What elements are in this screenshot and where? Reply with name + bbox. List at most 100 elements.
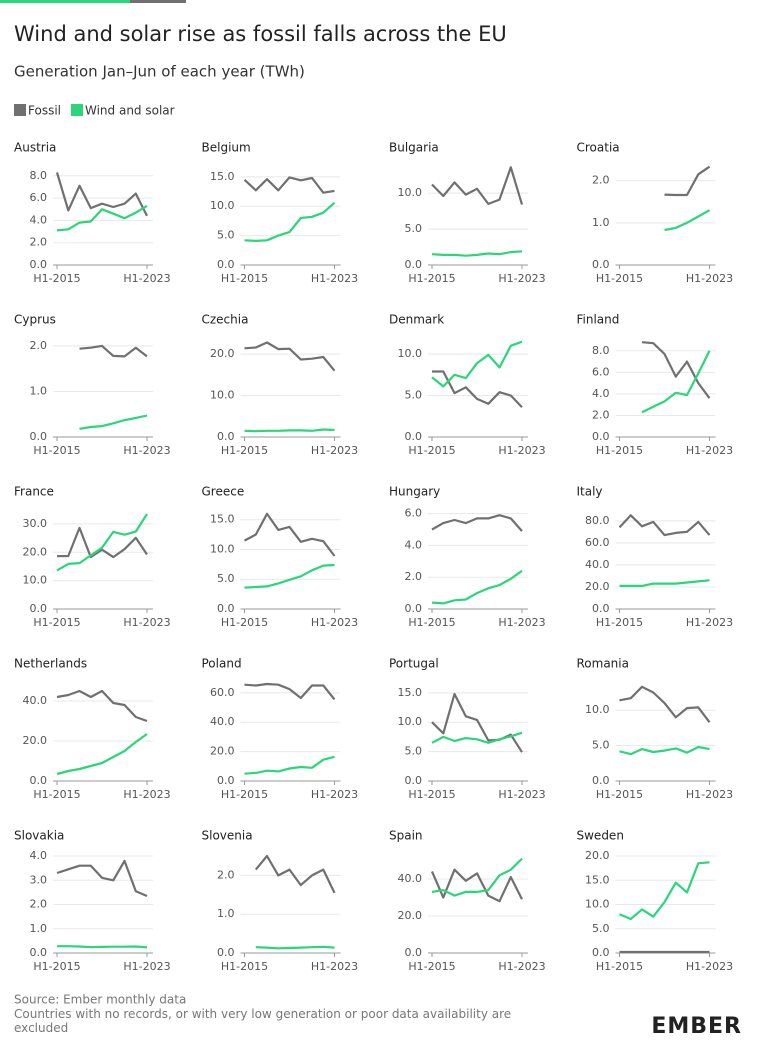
- series-line: [244, 428, 335, 433]
- top-bar: [0, 0, 130, 3]
- y-tick-label: 5.0: [217, 572, 235, 585]
- series-line: [664, 209, 711, 232]
- panel-title: Austria: [14, 141, 56, 155]
- series-line: [619, 579, 710, 587]
- series-line: [56, 204, 148, 232]
- series-line: [430, 868, 523, 903]
- y-tick-label: 0.0: [217, 430, 235, 443]
- y-tick-label: 2.0: [30, 236, 48, 249]
- y-tick-label: 20.0: [210, 347, 235, 360]
- y-tick-label: 5.0: [592, 922, 610, 935]
- panel-title: Slovenia: [202, 829, 253, 843]
- y-tick-label: 2.0: [592, 408, 610, 421]
- series-line: [431, 569, 523, 605]
- x-tick-label: H1-2023: [498, 788, 545, 801]
- y-tick-label: 2.0: [405, 570, 423, 583]
- x-tick-label: H1-2015: [596, 616, 643, 629]
- panel-title: Belgium: [202, 141, 251, 155]
- x-tick-label: H1-2023: [686, 444, 733, 457]
- panel-title: Spain: [389, 829, 423, 843]
- y-tick-label: 60.0: [210, 686, 235, 699]
- y-tick-label: 0.0: [592, 774, 610, 787]
- y-tick-label: 0.0: [30, 946, 48, 959]
- y-tick-label: 0.0: [405, 258, 423, 271]
- y-tick-label: 1.0: [30, 922, 48, 935]
- top-bar: [130, 0, 186, 3]
- series-line: [56, 526, 148, 559]
- panel-title: Bulgaria: [389, 141, 439, 155]
- series-line: [619, 685, 711, 723]
- y-tick-label: 0.0: [405, 946, 423, 959]
- y-tick-label: 20.0: [23, 734, 48, 747]
- panel-title: Finland: [577, 313, 620, 327]
- series-line: [664, 165, 711, 197]
- y-tick-label: 2.0: [217, 868, 235, 881]
- x-tick-label: H1-2015: [408, 788, 455, 801]
- panel-title: Netherlands: [14, 657, 87, 671]
- series-line: [55, 172, 148, 217]
- y-tick-label: 2.0: [30, 339, 48, 352]
- series-line: [431, 250, 523, 257]
- x-tick-label: H1-2023: [498, 616, 545, 629]
- x-tick-label: H1-2015: [221, 444, 268, 457]
- y-tick-label: 1.0: [592, 216, 610, 229]
- series-line: [244, 563, 335, 589]
- chart-title: Wind and solar rise as fossil falls acro…: [14, 22, 507, 46]
- y-tick-label: 5.0: [217, 229, 235, 242]
- legend-swatch: [14, 104, 26, 116]
- logo: EMBER: [651, 1014, 742, 1039]
- x-tick-label: H1-2023: [123, 788, 170, 801]
- x-tick-label: H1-2015: [33, 272, 80, 285]
- series-line: [641, 350, 711, 414]
- x-tick-label: H1-2015: [33, 960, 80, 973]
- y-tick-label: 3.0: [30, 873, 48, 886]
- x-tick-label: H1-2023: [686, 616, 733, 629]
- series-line: [431, 857, 523, 897]
- panel-title: Portugal: [389, 657, 439, 671]
- y-tick-label: 0.0: [592, 258, 610, 271]
- series-line: [244, 201, 336, 242]
- x-tick-label: H1-2015: [33, 444, 80, 457]
- y-tick-label: 60.0: [585, 536, 610, 549]
- x-tick-label: H1-2023: [123, 444, 170, 457]
- y-tick-label: 0.0: [592, 946, 610, 959]
- series-line: [619, 745, 710, 756]
- panel-title: Denmark: [389, 313, 444, 327]
- x-tick-label: H1-2023: [311, 444, 358, 457]
- x-tick-label: H1-2015: [33, 788, 80, 801]
- y-tick-label: 6.0: [592, 365, 610, 378]
- y-tick-label: 0.0: [217, 602, 235, 615]
- x-tick-label: H1-2015: [408, 272, 455, 285]
- series-line: [243, 176, 335, 194]
- y-tick-label: 0.0: [405, 774, 423, 787]
- panel-title: Cyprus: [14, 313, 56, 327]
- panel-title: Hungary: [389, 485, 440, 499]
- y-tick-label: 20.0: [585, 849, 610, 862]
- y-tick-label: 10.0: [210, 542, 235, 555]
- x-tick-label: H1-2015: [408, 444, 455, 457]
- series-line: [431, 731, 523, 744]
- x-tick-label: H1-2015: [408, 960, 455, 973]
- series-line: [619, 861, 710, 921]
- series-line: [432, 370, 523, 408]
- x-tick-label: H1-2023: [123, 272, 170, 285]
- x-tick-label: H1-2023: [311, 960, 358, 973]
- y-tick-label: 10.0: [398, 347, 423, 360]
- y-tick-label: 0.0: [30, 430, 48, 443]
- x-tick-label: H1-2015: [221, 616, 268, 629]
- y-tick-label: 15.0: [210, 513, 235, 526]
- x-tick-label: H1-2015: [596, 788, 643, 801]
- y-tick-label: 6.0: [30, 191, 48, 204]
- y-tick-label: 2.0: [592, 174, 610, 187]
- x-tick-label: H1-2023: [311, 788, 358, 801]
- x-tick-label: H1-2023: [686, 272, 733, 285]
- y-tick-label: 10.0: [398, 715, 423, 728]
- series-line: [244, 755, 335, 775]
- x-tick-label: H1-2015: [221, 272, 268, 285]
- y-tick-label: 4.0: [30, 849, 48, 862]
- x-tick-label: H1-2023: [498, 272, 545, 285]
- series-line: [56, 513, 148, 572]
- y-tick-label: 0.0: [30, 774, 48, 787]
- x-tick-label: H1-2015: [408, 616, 455, 629]
- source: Source: Ember monthly data: [14, 993, 186, 1007]
